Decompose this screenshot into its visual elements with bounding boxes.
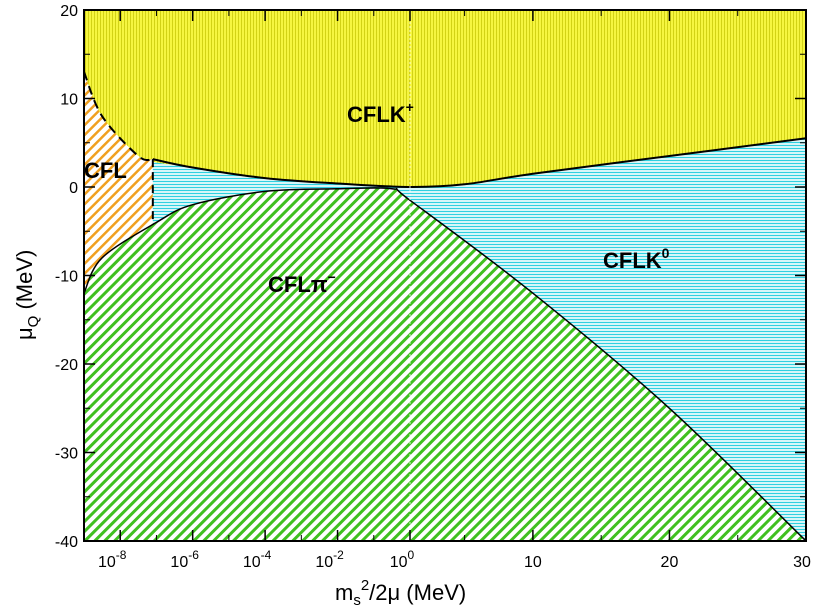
region-label-cflpi-minus: CFLπ−	[268, 269, 336, 297]
y-tick-label: 10	[60, 92, 78, 109]
x-tick-label: 20	[661, 554, 679, 571]
region-label-cflk0: CFLK0	[603, 245, 670, 273]
x-tick-label: 10	[524, 554, 542, 571]
ticks-layer: -40 -30 -20 -10 0 10 20 10-8 10-6 10-4 10-2 100 10 20…	[55, 3, 811, 571]
x-tick-label: 100	[390, 548, 415, 571]
y-tick-label: -10	[55, 269, 78, 286]
region-cfl	[84, 71, 153, 294]
region-cflk-plus	[84, 10, 806, 188]
y-tick-label: -30	[55, 446, 78, 463]
y-tick-label: 20	[60, 3, 78, 20]
x-tick-label: 10-6	[170, 548, 199, 571]
y-tick-label: -20	[55, 357, 78, 374]
boundary-cfl-upper	[83, 71, 154, 162]
x-axis-title: ms2/2μ (MeV)	[335, 577, 466, 609]
boundary-cflpi-minus	[83, 187, 807, 542]
boundary-cflk-plus	[152, 137, 807, 189]
x-tick-label: 10-4	[243, 548, 272, 571]
region-cflpi-minus	[84, 187, 806, 541]
y-tick-label: -40	[55, 534, 78, 551]
boundaries-layer	[83, 10, 807, 542]
region-label-cfl: CFL	[84, 158, 127, 183]
x-tick-label: 10-8	[98, 548, 127, 571]
x-tick-label: 10-2	[315, 548, 344, 571]
x-tick-label: 30	[793, 554, 811, 571]
region-labels: CFL CFLK+ CFLK0 CFLπ−	[84, 99, 670, 297]
y-axis-title: μQ (MeV)	[12, 250, 42, 340]
y-tick-label: 0	[69, 180, 78, 197]
regions-layer	[84, 10, 806, 541]
region-label-cflk-plus: CFLK+	[347, 99, 414, 127]
